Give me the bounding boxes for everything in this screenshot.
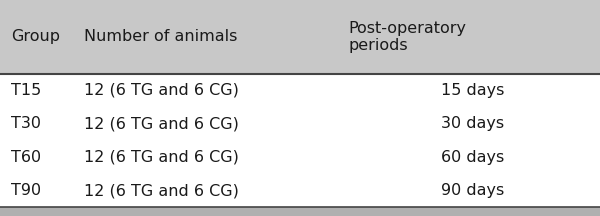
Text: Number of animals: Number of animals xyxy=(84,29,238,44)
Text: 30 days: 30 days xyxy=(440,116,504,131)
Text: 12 (6 TG and 6 CG): 12 (6 TG and 6 CG) xyxy=(84,116,239,131)
Text: 90 days: 90 days xyxy=(440,183,504,198)
Text: Post-operatory
periods: Post-operatory periods xyxy=(348,21,466,53)
Bar xyxy=(0,0,600,74)
Text: 12 (6 TG and 6 CG): 12 (6 TG and 6 CG) xyxy=(84,183,239,198)
Text: T15: T15 xyxy=(11,83,41,98)
Text: 15 days: 15 days xyxy=(440,83,504,98)
Text: Group: Group xyxy=(11,29,60,44)
Text: T90: T90 xyxy=(11,183,41,198)
Text: T30: T30 xyxy=(11,116,41,131)
Bar xyxy=(0,74,600,207)
Text: 12 (6 TG and 6 CG): 12 (6 TG and 6 CG) xyxy=(84,83,239,98)
Text: 60 days: 60 days xyxy=(440,150,504,165)
Text: 12 (6 TG and 6 CG): 12 (6 TG and 6 CG) xyxy=(84,150,239,165)
Text: T60: T60 xyxy=(11,150,41,165)
